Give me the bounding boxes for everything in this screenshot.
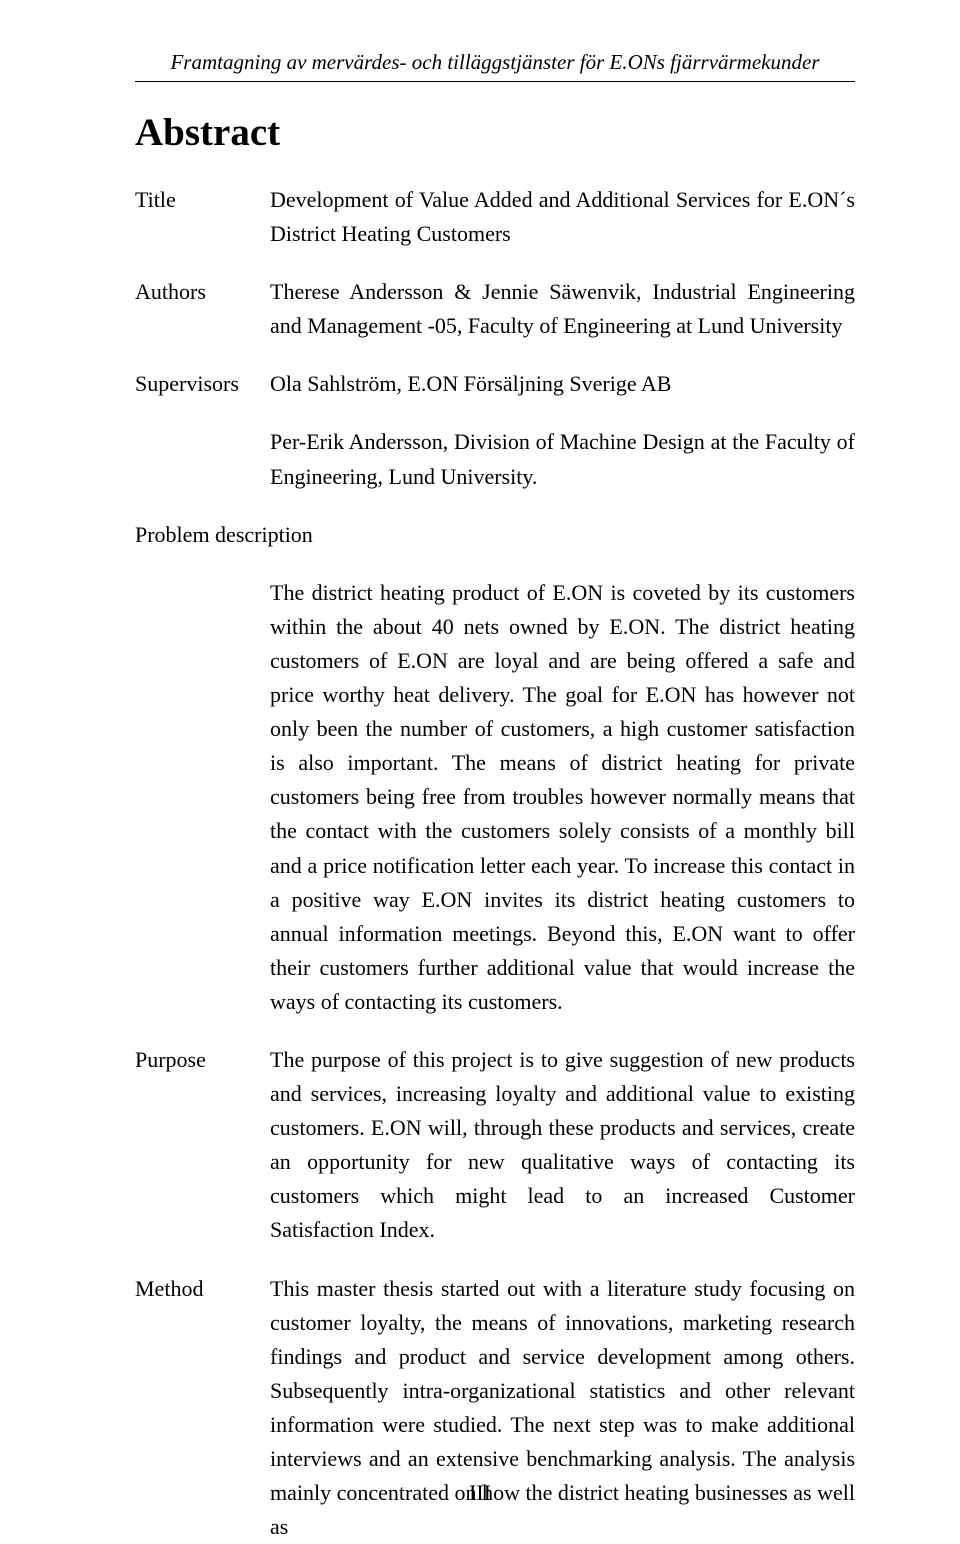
label-supervisors: Supervisors: [135, 367, 270, 401]
text-title: Development of Value Added and Additiona…: [270, 183, 855, 251]
text-supervisors: Ola Sahlström, E.ON Försäljning Sverige …: [270, 367, 855, 401]
label-purpose: Purpose: [135, 1043, 270, 1077]
row-authors: Authors Therese Andersson & Jennie Säwen…: [135, 275, 855, 343]
page-number: III: [0, 1480, 960, 1506]
label-problem-description: Problem description: [135, 518, 855, 552]
text-authors: Therese Andersson & Jennie Säwenvik, Ind…: [270, 275, 855, 343]
page: Framtagning av mervärdes- och tilläggstj…: [0, 0, 960, 1542]
text-supervisors-extra: Per-Erik Andersson, Division of Machine …: [270, 425, 855, 493]
section-heading-abstract: Abstract: [135, 110, 855, 155]
row-supervisors: Supervisors Ola Sahlström, E.ON Försäljn…: [135, 367, 855, 401]
row-purpose: Purpose The purpose of this project is t…: [135, 1043, 855, 1248]
row-title: Title Development of Value Added and Add…: [135, 183, 855, 251]
label-authors: Authors: [135, 275, 270, 309]
text-problem-description: The district heating product of E.ON is …: [270, 576, 855, 1019]
text-purpose: The purpose of this project is to give s…: [270, 1043, 855, 1248]
running-header: Framtagning av mervärdes- och tilläggstj…: [135, 50, 855, 82]
label-title: Title: [135, 183, 270, 217]
label-method: Method: [135, 1272, 270, 1306]
